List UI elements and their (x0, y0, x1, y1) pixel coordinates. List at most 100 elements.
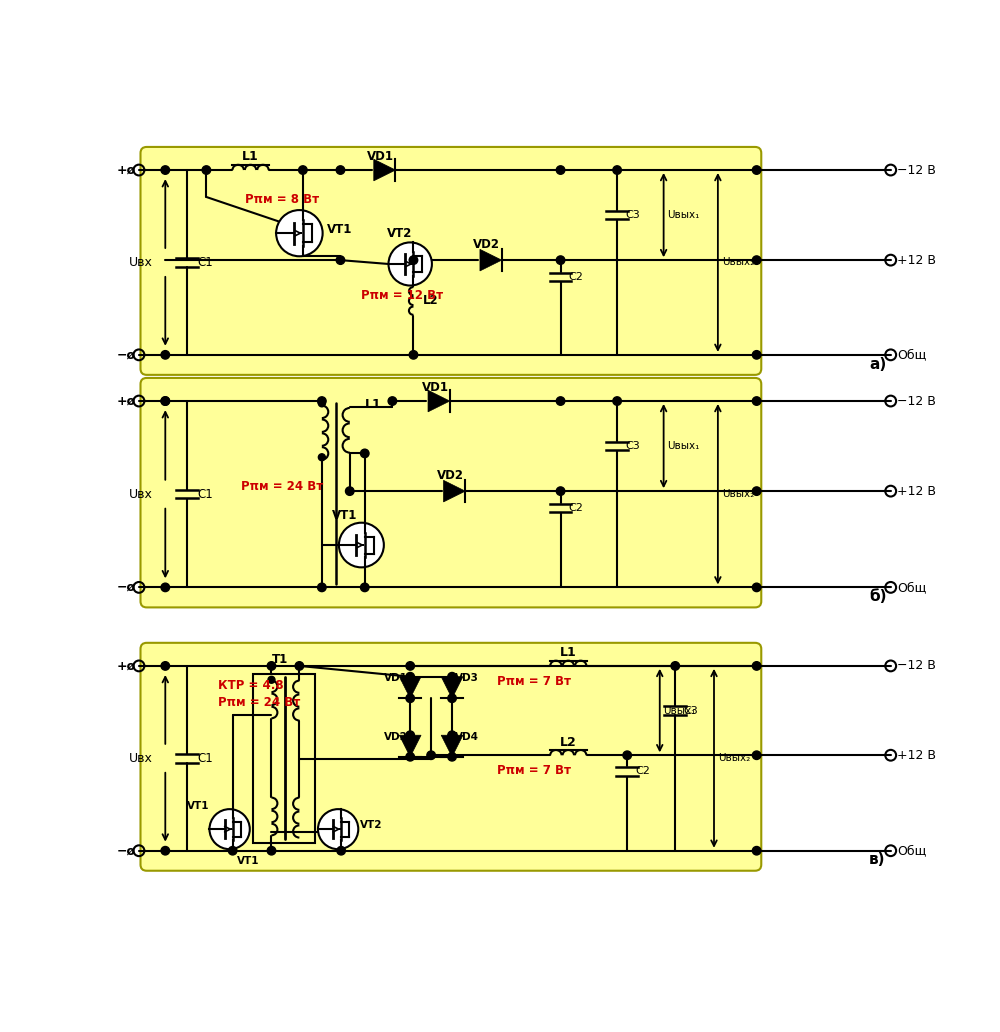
Circle shape (388, 243, 432, 286)
Circle shape (267, 662, 276, 670)
Polygon shape (428, 390, 450, 412)
Circle shape (360, 449, 369, 457)
Text: Uвх: Uвх (129, 256, 153, 269)
Text: Рπм = 8 Вт: Рπм = 8 Вт (245, 193, 319, 205)
Circle shape (360, 583, 369, 591)
Text: Рπм = 12 Вт: Рπм = 12 Вт (361, 289, 444, 302)
Circle shape (671, 662, 680, 670)
Circle shape (299, 166, 307, 174)
Circle shape (448, 752, 456, 761)
Text: C2: C2 (568, 272, 583, 282)
Text: Uвх: Uвх (129, 752, 153, 765)
Circle shape (448, 731, 456, 740)
Text: Uвых₂: Uвых₂ (722, 257, 754, 267)
Text: +ø: +ø (117, 163, 136, 176)
Circle shape (161, 397, 170, 406)
Text: L1: L1 (365, 398, 382, 412)
Text: VT1: VT1 (187, 801, 210, 811)
Text: Uвых₁: Uвых₁ (664, 706, 696, 715)
Text: VT1: VT1 (332, 509, 357, 522)
Circle shape (295, 662, 304, 670)
Text: C3: C3 (625, 211, 640, 220)
Circle shape (448, 695, 456, 703)
FancyBboxPatch shape (140, 643, 761, 871)
Text: VD1: VD1 (384, 673, 408, 683)
Circle shape (752, 583, 761, 591)
Text: C1: C1 (197, 752, 213, 765)
Polygon shape (441, 677, 463, 699)
Circle shape (406, 695, 414, 703)
Circle shape (161, 351, 170, 359)
Circle shape (556, 256, 565, 264)
Circle shape (268, 676, 275, 683)
Text: КТР = 4.8: КТР = 4.8 (218, 679, 284, 691)
Circle shape (752, 166, 761, 174)
Text: VT2: VT2 (360, 820, 382, 831)
Circle shape (228, 846, 237, 854)
Text: в): в) (869, 852, 886, 868)
Circle shape (318, 454, 325, 460)
Circle shape (388, 397, 397, 406)
Polygon shape (399, 735, 421, 756)
Text: VD1: VD1 (367, 151, 394, 163)
Text: а): а) (869, 357, 886, 372)
Text: C3: C3 (683, 706, 698, 715)
Circle shape (161, 583, 170, 591)
Text: −ø: −ø (117, 349, 136, 361)
Text: Рπм = 24 Вт: Рπм = 24 Вт (218, 696, 300, 709)
Text: Общ: Общ (897, 844, 926, 858)
Text: C2: C2 (568, 503, 583, 513)
Text: Uвых₁: Uвых₁ (668, 211, 700, 220)
FancyBboxPatch shape (140, 378, 761, 608)
Bar (253, 674, 315, 843)
Circle shape (318, 809, 358, 849)
Circle shape (406, 731, 414, 740)
FancyBboxPatch shape (140, 147, 761, 375)
Circle shape (752, 256, 761, 264)
Text: −12 В: −12 В (897, 163, 936, 176)
Circle shape (409, 351, 418, 359)
Text: VT1: VT1 (237, 857, 260, 867)
Text: Uвых₂: Uвых₂ (718, 753, 750, 764)
Text: Uвых₂: Uвых₂ (722, 489, 754, 499)
Text: C2: C2 (635, 767, 650, 776)
Polygon shape (480, 250, 502, 271)
Circle shape (209, 809, 250, 849)
Circle shape (406, 662, 414, 670)
Circle shape (613, 397, 621, 406)
Circle shape (752, 662, 761, 670)
Text: T1: T1 (272, 653, 288, 667)
Polygon shape (374, 159, 395, 181)
Text: +ø: +ø (117, 659, 136, 673)
Text: Общ: Общ (897, 349, 926, 361)
Text: C3: C3 (625, 441, 640, 451)
Circle shape (409, 256, 418, 264)
Text: L1: L1 (242, 151, 259, 163)
Circle shape (556, 487, 565, 495)
Circle shape (161, 397, 170, 406)
Circle shape (337, 846, 345, 854)
Text: −ø: −ø (117, 844, 136, 858)
Text: VD1: VD1 (422, 382, 448, 394)
Circle shape (556, 166, 565, 174)
Text: VT1: VT1 (326, 223, 352, 236)
Text: +12 В: +12 В (897, 485, 936, 497)
Circle shape (318, 583, 326, 591)
Text: −ø: −ø (117, 581, 136, 593)
Text: VD3: VD3 (455, 673, 479, 683)
Text: +12 В: +12 В (897, 749, 936, 762)
Circle shape (339, 522, 384, 568)
Text: VD2: VD2 (437, 470, 464, 482)
Circle shape (406, 752, 414, 761)
Text: VD2: VD2 (384, 732, 408, 742)
Circle shape (318, 399, 325, 407)
Circle shape (267, 846, 276, 854)
Text: Uвх: Uвх (129, 488, 153, 501)
Circle shape (406, 673, 414, 681)
Circle shape (752, 487, 761, 495)
Text: Общ: Общ (897, 581, 926, 593)
Text: L2: L2 (423, 294, 438, 308)
Circle shape (752, 846, 761, 854)
Circle shape (161, 166, 170, 174)
Circle shape (448, 673, 456, 681)
